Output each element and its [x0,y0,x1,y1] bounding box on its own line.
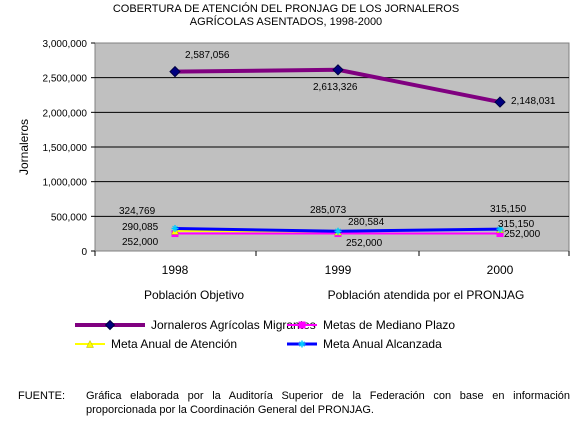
y-tick-label: 1,500,000 [43,143,88,154]
x-sublabel-poblacion-atendida: Población atendida por el PRONJAG [328,288,525,302]
data-point [496,225,504,233]
x-tick-label: 2000 [487,263,514,277]
data-point [104,319,116,331]
data-label: 315,150 [490,204,527,215]
data-label: 2,613,326 [313,82,358,93]
source-text: Gráfica elaborada por la Auditoría Super… [86,390,570,416]
data-label: 252,000 [346,238,383,249]
data-label: 252,000 [504,229,541,240]
grid-lines [95,77,569,217]
data-point-stroke [172,225,178,232]
data-point [496,230,504,238]
y-tick-label: 2,000,000 [43,108,88,119]
data-label: 2,587,056 [185,50,230,61]
x-tick-label: 1999 [325,263,352,277]
y-tick-label: 0 [81,247,87,258]
data-point [171,224,179,232]
legend: Jornaleros Agrícolas Migrantes Metas de M… [75,318,455,351]
y-tick-label: 500,000 [51,212,88,223]
data-point [494,96,506,108]
data-label: 252,000 [122,237,159,248]
x-tick-label: 1998 [162,263,189,277]
legend-label: Jornaleros Agrícolas Migrantes [151,318,316,332]
y-axis-title: Jornaleros [17,119,31,175]
data-point [332,64,344,76]
y-axis: 0 500,000 1,000,000 1,500,000 2,000,000 2,500… [43,39,95,258]
data-label: 315,150 [498,219,535,230]
source-label: FUENTE: [18,390,66,402]
data-point [169,65,181,78]
legend-label: Meta Anual de Atención [111,337,237,351]
data-label: 2,148,031 [511,96,556,107]
x-sublabel-poblacion-objetivo: Población Objetivo [144,288,244,302]
data-labels: 2,587,056 2,613,326 2,148,031 324,769 290,08… [119,50,556,249]
chart-title-line1: COBERTURA DE ATENCIÓN DEL PRONJAG DE LOS… [113,2,459,15]
legend-label: Meta Anual Alcanzada [323,337,442,351]
y-tick-label: 2,500,000 [43,74,88,85]
data-point-stroke [497,226,503,232]
data-label: 290,085 [122,222,159,233]
y-tick-label: 3,000,000 [43,39,88,50]
data-point [298,340,306,348]
x-axis: 1998 1999 2000 [94,251,570,277]
data-label: 285,073 [310,205,347,216]
series [169,64,506,238]
data-label: 324,769 [119,206,156,217]
chart-title-line2: AGRÍCOLAS ASENTADOS, 1998-2000 [190,15,382,28]
data-point [334,227,342,235]
data-point-stroke [299,341,305,347]
y-tick-label: 1,000,000 [43,178,88,189]
legend-label: Metas de Mediano Plazo [323,318,455,332]
data-point [86,339,94,348]
data-point [298,321,306,329]
data-label: 280,584 [348,217,385,228]
data-point-stroke [335,228,341,235]
chart-svg: COBERTURA DE ATENCIÓN DEL PRONJAG DE LOS… [17,2,570,351]
